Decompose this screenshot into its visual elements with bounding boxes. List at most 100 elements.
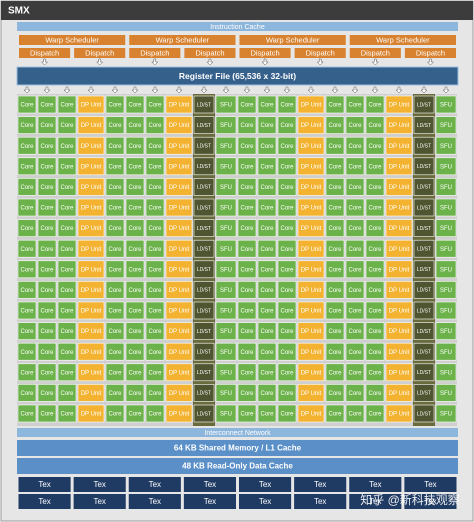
tex-unit [18,477,71,492]
unit-label: Core [368,370,382,376]
unit-label: Core [240,103,254,109]
unit-label: SFU [440,288,452,294]
unit-label: LD/ST [417,370,431,376]
unit-cell [237,157,257,176]
unit-cell [193,363,215,382]
unit-label: DP Unit [389,267,410,273]
unit-label: DP Unit [169,164,190,170]
unit-cell [105,384,125,402]
unit-cell [193,178,215,196]
unit-label: LD/ST [197,247,211,253]
unit-cell [435,178,457,196]
unit-label: Core [20,412,34,418]
unit-cell [17,384,37,402]
unit-cell [277,219,297,237]
unit-cell [37,260,57,279]
unit-cell [57,219,77,237]
interconnect [17,428,458,437]
tex-label: Tex [259,497,271,506]
unit-cell [297,363,325,382]
register-file-label: Register File (65,536 x 32-bit) [179,71,296,81]
unit-label: LD/ST [417,247,431,253]
unit-cell [165,404,193,423]
unit-cell [413,260,435,279]
unit-cell [365,384,385,402]
unit-label: LD/ST [197,350,211,356]
unit-cell [17,260,37,279]
unit-label: LD/ST [417,205,431,211]
unit-label: Core [60,329,74,335]
unit-cell [413,157,435,176]
unit-label: DP Unit [301,123,322,129]
dispatch-unit [404,48,456,58]
unit-cell [77,301,105,320]
unit-cell [237,363,257,382]
unit-cell [325,363,345,382]
unit-label: Core [40,185,54,191]
unit-cell [435,95,457,114]
unit-cell [277,239,297,258]
unit-cell [297,404,325,423]
unit-label: Core [128,185,142,191]
unit-label: Core [280,164,294,170]
unit-cell [125,281,145,299]
unit-cell [165,260,193,279]
unit-cell [57,322,77,340]
unit-label: DP Unit [81,164,102,170]
unit-label: Core [20,144,34,150]
unit-label: Core [280,144,294,150]
unit-cell [215,260,237,279]
unit-cell [105,136,125,155]
unit-cell [17,95,37,114]
unit-cell [77,342,105,361]
unit-cell [345,157,365,176]
unit-cell [277,260,297,279]
tex-unit [239,477,292,492]
unit-cell [385,198,413,217]
unit-cell [165,136,193,155]
unit-label: Core [60,412,74,418]
unit-label: SFU [220,309,232,315]
unit-cell [413,198,435,217]
unit-label: SFU [220,164,232,170]
unit-cell [165,157,193,176]
unit-cell [435,260,457,279]
unit-label: Core [328,370,342,376]
unit-cell [237,322,257,340]
unit-cell [145,157,165,176]
unit-cell [57,404,77,423]
unit-cell [345,198,365,217]
unit-label: Core [60,267,74,273]
unit-cell [413,384,435,402]
tex-label: Tex [93,480,105,489]
unit-label: DP Unit [81,391,102,397]
unit-label: Core [60,288,74,294]
unit-cell [105,157,125,176]
unit-label: DP Unit [389,123,410,129]
unit-cell [17,342,37,361]
unit-cell [77,157,105,176]
unit-label: Core [148,164,162,170]
unit-label: SFU [440,164,452,170]
unit-cell [17,136,37,155]
instruction-cache-label: Instruction Cache [210,24,265,31]
unit-label: DP Unit [81,185,102,191]
unit-label: DP Unit [389,226,410,232]
unit-label: Core [348,350,362,356]
unit-cell [17,239,37,258]
interconnect-label: Interconnect Network [204,430,271,437]
unit-label: SFU [440,412,452,418]
unit-label: Core [368,329,382,335]
tex-unit [73,477,126,492]
unit-label: DP Unit [301,247,322,253]
unit-label: Core [348,288,362,294]
unit-cell [105,322,125,340]
unit-cell [435,239,457,258]
unit-label: Core [148,206,162,212]
unit-label: DP Unit [81,247,102,253]
unit-label: Core [368,288,382,294]
unit-cell [145,322,165,340]
unit-label: Core [260,288,274,294]
unit-cell [345,95,365,114]
unit-cell [257,219,277,237]
